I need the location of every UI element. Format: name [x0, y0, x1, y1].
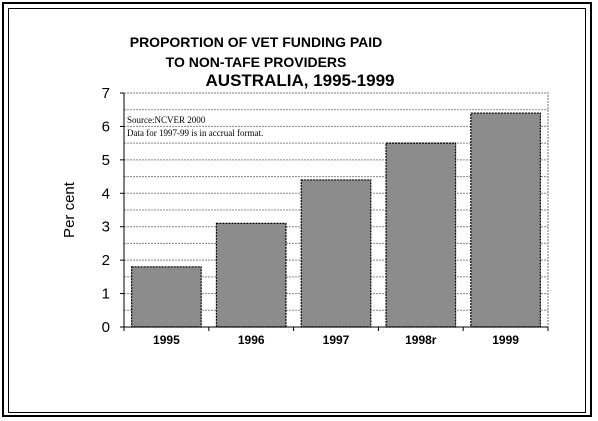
y-tick-label: 4 [102, 185, 110, 202]
y-tick-label: 7 [102, 85, 110, 102]
y-axis-label: Per cent [61, 181, 78, 238]
bar [300, 179, 372, 328]
y-tick-label: 1 [102, 286, 110, 303]
chart-subtitle: AUSTRALIA, 1995-1999 [206, 71, 395, 90]
y-tick-label: 5 [102, 152, 110, 169]
bar [215, 222, 287, 328]
bar [385, 142, 457, 328]
category-label: 1995 [153, 333, 180, 347]
bar [131, 266, 202, 328]
y-tick-label: 2 [102, 252, 110, 269]
outer-frame [2, 2, 592, 417]
bar [470, 112, 541, 328]
x-categories: 1995 1996 1997 1998r 1999 [153, 333, 519, 347]
y-tick-label: 3 [102, 219, 110, 236]
y-tick-label: 0 [102, 319, 110, 336]
y-tick-label: 6 [102, 118, 110, 135]
y-ticks: 0 1 2 3 4 5 6 7 [102, 85, 549, 336]
chart-title-line1: PROPORTION OF VET FUNDING PAID [130, 34, 383, 50]
category-label: 1996 [238, 333, 265, 347]
bars [131, 112, 541, 328]
category-label: 1998r [405, 333, 437, 347]
category-label: 1997 [323, 333, 350, 347]
category-label: 1999 [492, 333, 519, 347]
source-note: Source:NCVER 2000 [127, 115, 206, 125]
chart-title-line2: TO NON-TAFE PROVIDERS [166, 54, 347, 70]
accrual-note: Data for 1997-99 is in accrual format. [127, 128, 263, 138]
inner-frame [8, 8, 586, 413]
